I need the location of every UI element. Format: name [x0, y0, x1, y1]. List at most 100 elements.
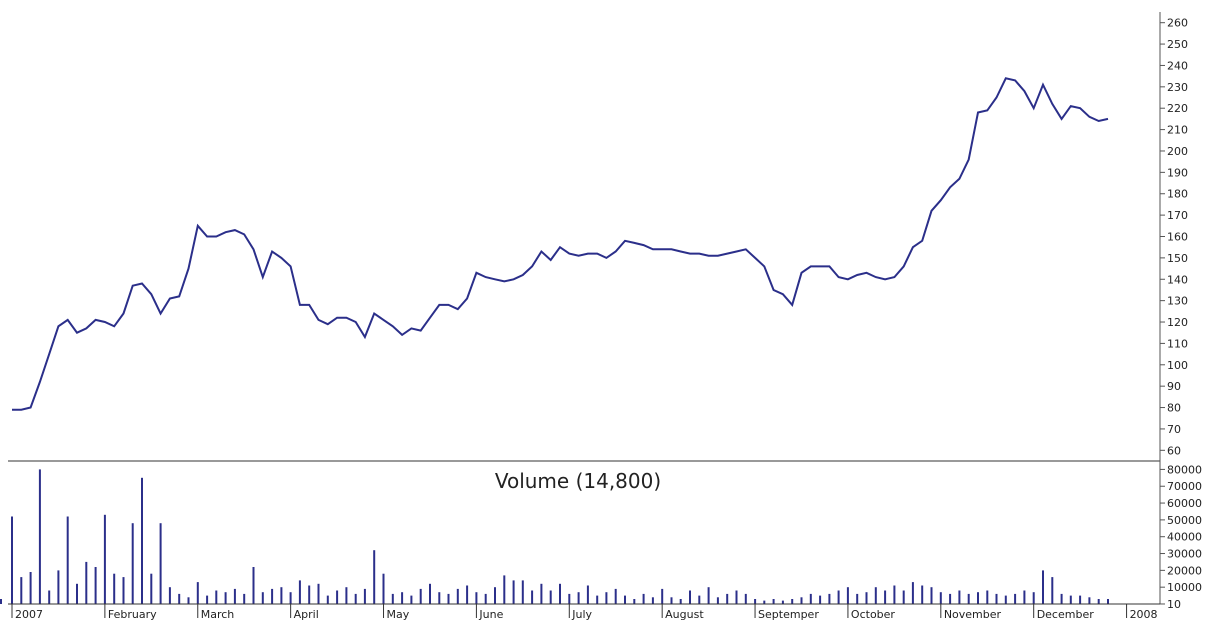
volume-bar [596, 595, 599, 604]
volume-bar [382, 573, 385, 604]
volume-bar [679, 599, 682, 604]
volume-bar [456, 588, 459, 604]
month-label: March [201, 608, 235, 621]
price-tick-label: 80 [1167, 402, 1181, 415]
volume-bar [791, 599, 794, 604]
volume-bar [1051, 577, 1054, 604]
volume-bar [76, 583, 78, 604]
month-label: June [478, 608, 503, 621]
price-tick-label: 180 [1167, 188, 1188, 201]
volume-bar [670, 597, 673, 604]
volume-bar [846, 587, 849, 604]
volume-bar [85, 561, 88, 604]
volume-bar [289, 592, 292, 604]
volume-bar [995, 593, 998, 604]
volume-bar [930, 587, 933, 604]
volume-tick-label: 30000 [1167, 548, 1202, 561]
volume-bar [874, 587, 877, 604]
price-tick-label: 240 [1167, 59, 1188, 72]
price-tick-label: 250 [1167, 38, 1188, 51]
volume-bar [38, 469, 41, 604]
volume-bar [317, 583, 320, 604]
volume-title: Volume (14,800) [495, 469, 661, 493]
price-tick-label: 70 [1167, 423, 1181, 436]
volume-bar [614, 588, 617, 604]
volume-bar [94, 567, 97, 604]
volume-bar [48, 590, 51, 604]
price-tick-label: 190 [1167, 166, 1188, 179]
price-tick-label: 100 [1167, 359, 1188, 372]
volume-tick-label: 20000 [1167, 564, 1202, 577]
price-tick-label: 220 [1167, 102, 1188, 115]
price-axis: 60 70 80 90 100 110 120 130 140 150 160 170 180 190 20… [1160, 17, 1188, 457]
price-tick-label: 130 [1167, 295, 1188, 308]
volume-bar [429, 583, 431, 604]
volume-bar [354, 593, 357, 604]
price-tick-label: 210 [1167, 124, 1188, 137]
volume-bar [1042, 570, 1044, 604]
volume-bar [503, 575, 506, 604]
volume-bar [939, 592, 942, 604]
volume-bar [326, 595, 329, 604]
price-panel: 60 70 80 90 100 110 120 130 140 150 160 170 180 190 20… [12, 17, 1188, 457]
volume-bar [1107, 599, 1109, 604]
volume-bar [243, 593, 246, 604]
price-tick-label: 110 [1167, 337, 1188, 350]
volume-bar [540, 583, 543, 604]
volume-bar [187, 597, 190, 604]
volume-bar [642, 593, 645, 604]
volume-bar [113, 573, 116, 604]
volume-bar [921, 585, 924, 604]
volume-bar [1004, 595, 1007, 604]
volume-bar [577, 592, 580, 604]
volume-tick-label: 60000 [1167, 497, 1202, 510]
volume-bar [661, 588, 664, 604]
volume-bar [568, 593, 571, 604]
volume-bar [178, 593, 181, 604]
volume-bar [1023, 590, 1026, 604]
volume-bar [131, 523, 134, 604]
volume-bar [884, 590, 887, 604]
volume-bar [809, 593, 812, 604]
volume-bar [168, 587, 171, 604]
volume-tick-label: 10000 [1167, 581, 1202, 594]
volume-bars [0, 469, 1109, 604]
volume-bar [447, 593, 450, 604]
volume-bar [66, 516, 69, 604]
volume-bar [494, 587, 496, 604]
volume-bar [261, 592, 264, 604]
volume-bar [224, 592, 227, 604]
volume-bar [800, 597, 803, 604]
month-label: July [571, 608, 592, 621]
volume-bar [624, 595, 626, 604]
volume-bar [689, 590, 691, 604]
volume-bar [865, 592, 868, 604]
volume-bar [651, 597, 654, 604]
volume-bar [754, 599, 757, 604]
volume-bar [633, 599, 636, 604]
volume-bar [735, 590, 738, 604]
volume-bar [373, 550, 376, 604]
month-axis: 2007 February March April May June July August S… [11, 604, 1158, 621]
volume-bar [271, 588, 274, 604]
month-label: October [851, 608, 895, 621]
volume-bar [967, 593, 970, 604]
month-label: Septemper [758, 608, 819, 621]
volume-bar [1069, 595, 1072, 604]
volume-bar [977, 592, 979, 604]
volume-bar [345, 587, 348, 604]
volume-bar [103, 514, 106, 604]
price-tick-label: 230 [1167, 81, 1188, 94]
volume-bar [1088, 597, 1091, 604]
volume-bar [549, 590, 552, 604]
volume-bar [893, 585, 896, 604]
price-tick-label: 170 [1167, 209, 1188, 222]
volume-bar [0, 600, 2, 604]
volume-bar [512, 580, 515, 604]
volume-axis: 10 10000 20000 30000 40000 50000 60000 70000 800… [1160, 463, 1202, 611]
volume-bar [986, 590, 989, 604]
volume-bar [744, 593, 747, 604]
volume-bar [837, 590, 840, 604]
month-label: 2007 [15, 608, 43, 621]
